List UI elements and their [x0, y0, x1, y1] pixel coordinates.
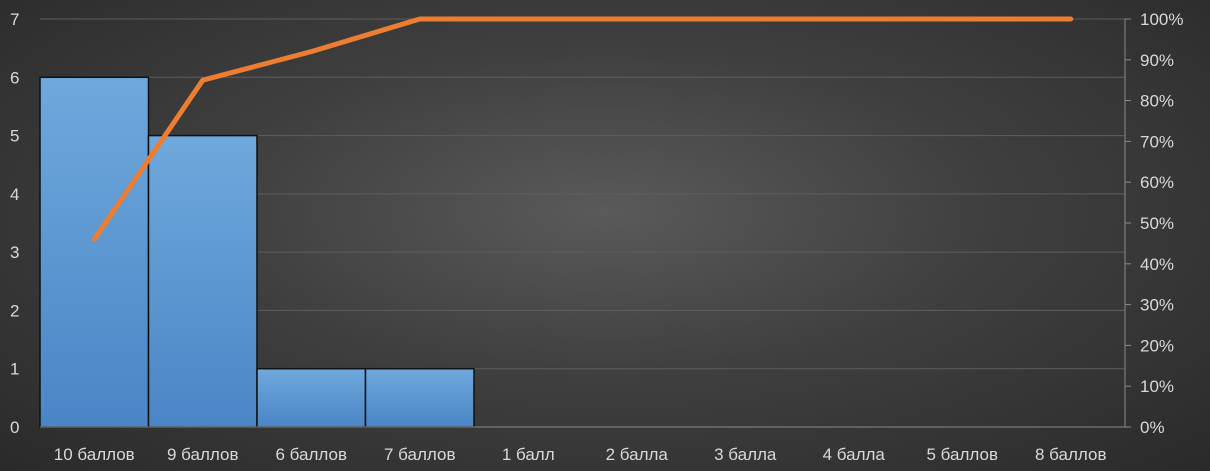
left-axis-tick-label: 0: [10, 418, 19, 437]
bar: [147, 134, 258, 428]
bar: [364, 367, 475, 428]
x-axis-category-label: 6 баллов: [276, 445, 348, 464]
right-axis-tick-label: 20%: [1140, 336, 1174, 355]
right-axis-tick-label: 0%: [1140, 418, 1165, 437]
x-axis-category-label: 9 баллов: [167, 445, 239, 464]
bar: [39, 76, 150, 428]
x-axis-category-label: 3 балла: [714, 445, 777, 464]
left-axis-ticks: 0 1 2 3 4 5 6 7: [10, 10, 19, 437]
right-axis-tick-label: 10%: [1140, 377, 1174, 396]
x-axis-category-label: 4 балла: [823, 445, 886, 464]
x-axis-category-label: 2 балла: [606, 445, 669, 464]
left-axis-tick-label: 4: [10, 185, 19, 204]
x-axis-category-label: 7 баллов: [384, 445, 456, 464]
right-axis-tick-label: 70%: [1140, 132, 1174, 151]
left-axis-tick-label: 1: [10, 360, 19, 379]
x-axis-category-label: 10 баллов: [54, 445, 135, 464]
right-axis-tick-label: 30%: [1140, 296, 1174, 315]
x-axis-category-label: 5 баллов: [927, 445, 999, 464]
right-axis-tick-label: 50%: [1140, 214, 1174, 233]
bar-series: [39, 76, 475, 428]
left-axis-tick-label: 7: [10, 10, 19, 29]
x-axis-category-label: 1 балл: [502, 445, 555, 464]
right-axis-tick-label: 90%: [1140, 51, 1174, 70]
right-axis-tick-label: 80%: [1140, 92, 1174, 111]
cumulative-line: [91, 16, 1074, 242]
x-axis-category-label: 8 баллов: [1035, 445, 1107, 464]
x-axis-ticks: 10 баллов 9 баллов 6 баллов 7 баллов 1 балл 2…: [54, 445, 1107, 464]
right-axis-tick-label: 60%: [1140, 173, 1174, 192]
left-axis-tick-label: 3: [10, 243, 19, 262]
right-axis-tick-label: 40%: [1140, 255, 1174, 274]
right-axis-ticks: 0% 10% 20% 30% 40% 50% 60% 70% 80% 90% 100%: [1140, 10, 1183, 437]
left-axis-tick-label: 5: [10, 127, 19, 146]
left-axis-tick-label: 2: [10, 301, 19, 320]
bar: [256, 367, 367, 428]
axes: [40, 18, 1131, 428]
cumulative-line-series: [91, 16, 1074, 242]
left-axis-tick-label: 6: [10, 68, 19, 87]
right-axis-tick-label: 100%: [1140, 10, 1183, 29]
